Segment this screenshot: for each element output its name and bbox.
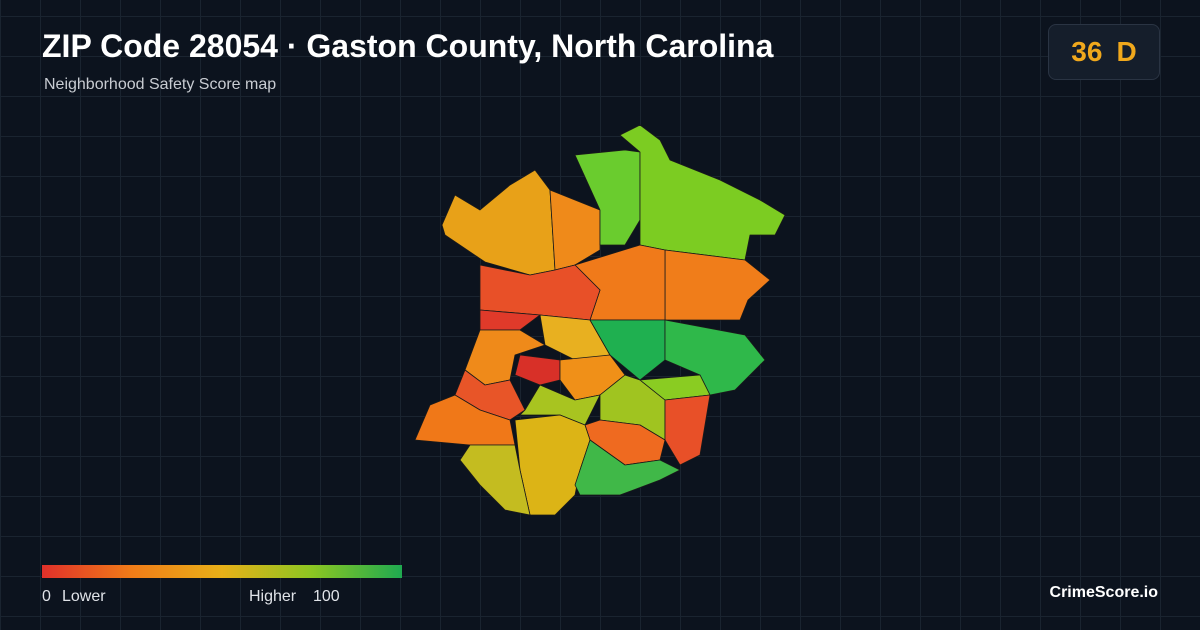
region xyxy=(514,354,561,386)
subtitle: Neighborhood Safety Score map xyxy=(44,76,277,93)
region xyxy=(549,189,601,271)
region xyxy=(664,319,766,396)
region xyxy=(441,169,556,276)
region xyxy=(619,124,786,261)
region xyxy=(574,149,641,246)
region xyxy=(664,394,711,466)
region xyxy=(519,384,601,426)
region xyxy=(459,444,531,516)
legend-min: 0 xyxy=(42,588,51,605)
region xyxy=(574,439,681,496)
legend-min-label: Lower xyxy=(62,588,106,605)
brand: CrimeScore.io xyxy=(1049,584,1158,601)
zip-regions xyxy=(414,124,786,516)
score-badge: 36 D xyxy=(1048,24,1160,80)
score-value: 36 xyxy=(1071,36,1103,67)
legend-max: 100 xyxy=(313,588,340,605)
legend-max-label: Higher xyxy=(249,588,297,605)
region xyxy=(589,319,666,381)
legend-gradient xyxy=(42,565,402,578)
title: ZIP Code 28054 · Gaston County, North Ca… xyxy=(42,28,774,64)
region xyxy=(664,249,771,321)
score-grade: D xyxy=(1116,36,1137,67)
